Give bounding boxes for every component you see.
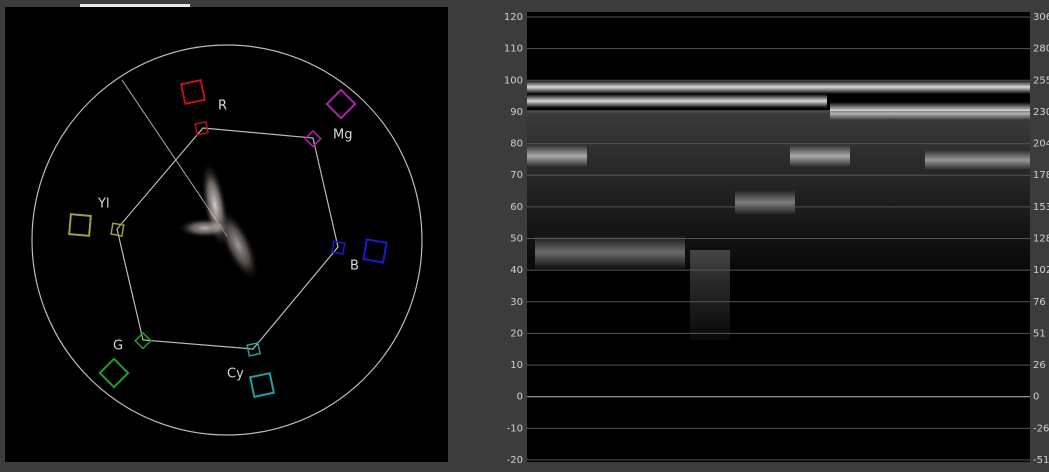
code-label: 102: [1033, 265, 1049, 276]
ire-label: 60: [510, 202, 523, 213]
code-label: 178: [1033, 170, 1049, 181]
vector-label: R: [218, 99, 227, 114]
waveform-trace: [535, 235, 685, 270]
code-label: 153: [1033, 202, 1049, 213]
ire-label: 90: [510, 107, 523, 118]
ire-label: 80: [510, 139, 523, 150]
code-label: 0: [1033, 392, 1039, 403]
ire-label: 70: [510, 170, 523, 181]
ire-label: 40: [510, 265, 523, 276]
signal-trace: [177, 218, 233, 238]
waveform-trace: [690, 250, 730, 340]
ire-label: 120: [504, 12, 523, 23]
code-label: -51: [1033, 455, 1049, 466]
page: R Mg B Cy G Yl 1203061102801002559023080…: [0, 0, 1049, 468]
code-label: 128: [1033, 234, 1049, 245]
waveform-trace: [830, 102, 1030, 120]
vector-label: B: [350, 259, 359, 274]
waveform-trace: [790, 145, 850, 167]
code-label: 76: [1033, 297, 1046, 308]
ire-label: 20: [510, 328, 523, 339]
ire-label: 110: [504, 44, 523, 55]
code-label: 306: [1033, 12, 1049, 23]
vector-label: G: [113, 339, 123, 354]
ire-label: 10: [510, 360, 523, 371]
vector-label: Cy: [227, 367, 244, 382]
ire-label: 30: [510, 297, 523, 308]
vector-label: Mg: [333, 128, 352, 143]
scopes: R Mg B Cy G Yl 1203061102801002559023080…: [0, 0, 1049, 468]
vectorscope: R Mg B Cy G Yl: [5, 4, 448, 462]
waveform-trace: [527, 80, 1030, 94]
code-label: 26: [1033, 360, 1046, 371]
code-label: -26: [1033, 423, 1049, 434]
waveform-trace: [925, 150, 1030, 170]
ire-label: -10: [507, 423, 523, 434]
ire-label: -20: [507, 455, 523, 466]
waveform-trace: [735, 190, 795, 215]
waveform-trace: [527, 145, 587, 167]
waveform-trace: [527, 94, 827, 108]
code-label: 230: [1033, 107, 1049, 118]
tab-indicator: [80, 4, 190, 7]
code-label: 280: [1033, 44, 1049, 55]
ire-label: 100: [504, 75, 523, 86]
vector-label: Yl: [97, 197, 110, 212]
code-label: 255: [1033, 75, 1049, 86]
ire-label: 50: [510, 234, 523, 245]
code-label: 51: [1033, 328, 1046, 339]
code-label: 204: [1033, 139, 1049, 150]
ire-label: 0: [517, 392, 523, 403]
